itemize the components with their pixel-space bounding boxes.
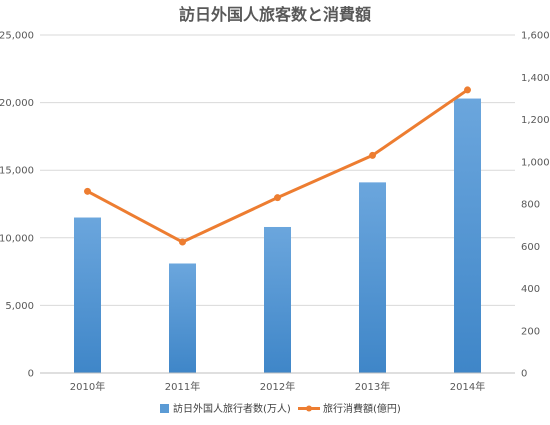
right-tick-label: 1,400 (521, 73, 550, 84)
bar (454, 98, 481, 373)
line-point (464, 86, 471, 94)
right-tick-label: 800 (521, 200, 540, 211)
left-tick-label: 15,000 (0, 166, 34, 177)
right-tick-label: 400 (521, 284, 540, 295)
line-series (84, 86, 471, 246)
bar (74, 217, 101, 373)
line-point (179, 238, 186, 246)
legend-line-label: 旅行消費額(億円) (323, 402, 401, 415)
x-tick-label: 2010年 (70, 380, 105, 393)
right-tick-label: 0 (521, 369, 527, 380)
left-tick-label: 25,000 (0, 31, 34, 42)
x-axis: 2010年 2011年 2012年 2013年 2014年 (40, 372, 515, 393)
legend-line-marker (306, 405, 312, 412)
x-tick-label: 2013年 (355, 380, 390, 393)
left-tick-label: 5,000 (5, 301, 34, 312)
bar-series (74, 98, 481, 373)
left-tick-label: 20,000 (0, 98, 34, 109)
line-point (84, 187, 91, 195)
line-point (369, 151, 376, 159)
chart-title: 訪日外国人旅客数と消費額 (179, 5, 371, 24)
legend: 訪日外国人旅行者数(万人) 旅行消費額(億円) (160, 402, 401, 415)
right-tick-label: 1,000 (521, 157, 550, 168)
right-tick-label: 200 (521, 326, 540, 337)
legend-bar-swatch (160, 404, 169, 413)
right-tick-label: 600 (521, 242, 540, 253)
x-tick-label: 2012年 (260, 380, 295, 393)
left-y-axis: 0 5,000 10,000 15,000 20,000 25,000 (0, 31, 34, 380)
left-tick-label: 0 (28, 369, 34, 380)
x-tick-label: 2011年 (165, 380, 200, 393)
left-tick-label: 10,000 (0, 233, 34, 244)
x-tick-label: 2014年 (450, 380, 485, 393)
line-path (86, 88, 469, 244)
right-tick-label: 1,200 (521, 115, 550, 126)
legend-bar-label: 訪日外国人旅行者数(万人) (173, 402, 291, 415)
bar (264, 226, 291, 373)
line-point (274, 194, 281, 202)
right-y-axis: 0 200 400 600 800 1,000 1,200 1,400 1,600 (521, 31, 550, 380)
bar (359, 182, 386, 373)
right-tick-label: 1,600 (521, 31, 550, 42)
bar (169, 263, 196, 373)
